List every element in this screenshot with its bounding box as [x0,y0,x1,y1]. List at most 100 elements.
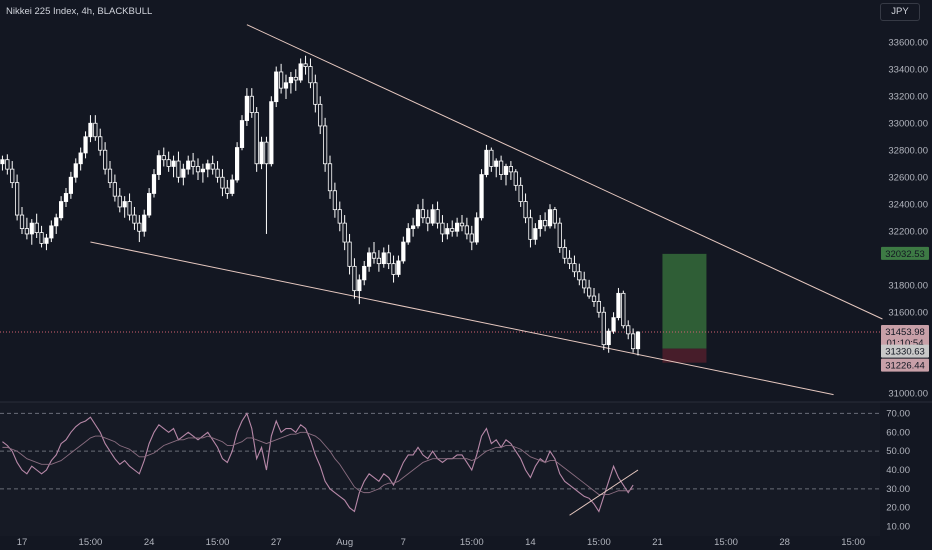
candle-body [626,325,631,335]
candle [220,169,225,197]
candle-body [454,222,460,232]
candle-body [205,163,210,170]
candle-body [107,168,113,184]
candle-body [88,122,93,138]
candle-body [415,209,421,227]
candle-body [621,292,626,327]
candle [552,206,558,229]
candle-body [567,257,572,265]
candle [176,151,181,183]
candle-body [391,263,396,275]
candle [489,147,494,172]
badge-target: 32032.53 [881,246,929,260]
candle-body [68,176,74,194]
candle [621,290,626,329]
price-tick-label: 32600.00 [888,172,928,183]
candle-body [469,233,474,243]
candle-body [337,209,342,224]
candle-body [577,271,582,281]
candle-body [547,209,553,227]
candle [34,213,39,238]
candle [190,152,196,175]
candle-body [34,222,39,233]
time-tick-label: 7 [401,537,406,548]
currency-button[interactable]: JPY [880,3,920,21]
candle-body [0,159,5,165]
candle [234,142,240,183]
candle-body [210,163,215,170]
time-tick-label: 15:00 [587,537,611,548]
candle-body [528,217,533,240]
candle-body [156,155,162,175]
candle [161,147,166,167]
rsi-tick-label: 30.00 [886,484,910,495]
candle-body [274,71,279,103]
candle [156,150,162,180]
candle-body [479,174,484,219]
candles-layer [0,55,641,356]
candle [567,250,572,270]
candle [518,177,523,207]
candle-body [146,193,152,216]
candle [278,63,284,94]
candle [132,206,137,230]
candle [122,196,127,218]
time-tick-label: Aug [336,537,353,548]
candle [445,223,450,240]
candle-body [327,163,333,192]
candle [293,69,298,91]
candle-body [59,201,64,219]
candle-body [484,149,489,175]
candle-body [381,252,386,265]
price-tick-label: 33000.00 [888,118,928,129]
candle [587,279,592,299]
chart-title: Nikkei 225 Index, 4h, BLACKBULL [6,6,152,17]
time-tick-label: 15:00 [714,537,738,548]
candle-body [313,82,318,105]
candle [631,328,636,353]
candle-body [225,187,230,194]
candle [0,155,5,171]
candle [347,233,352,275]
candle-body [117,195,122,208]
candle [225,179,230,199]
badge-stop: 31226.44 [881,358,929,372]
candle-body [420,209,425,219]
candle [454,217,460,237]
candle [538,215,543,237]
badge-target-bg [881,246,929,260]
candle [98,128,103,156]
candle [14,174,20,221]
candle [415,204,421,229]
candle-body [606,330,611,346]
candle [396,255,401,278]
candle-body [342,222,347,243]
candle-body [572,263,577,273]
rsi-tick-label: 60.00 [886,427,910,438]
candle [557,217,562,253]
candle-body [425,217,430,224]
candle [337,201,342,232]
candle-body [352,265,357,292]
candle [19,206,25,234]
stop-zone [662,348,707,363]
candle [205,159,210,178]
candle [376,250,381,272]
target-zone [662,253,707,349]
candle [591,287,597,307]
time-tick-label: 27 [271,537,282,548]
candle [611,312,616,334]
candle [371,242,377,264]
price-tick-label: 31800.00 [888,280,928,291]
candle [259,136,264,170]
candle [5,154,10,175]
price-tick-label: 33200.00 [888,91,928,102]
candle [171,155,176,178]
candle-body [200,168,206,173]
candle-body [293,76,298,81]
candle [264,136,269,234]
candle-body [220,176,225,189]
candle-body [318,103,323,127]
